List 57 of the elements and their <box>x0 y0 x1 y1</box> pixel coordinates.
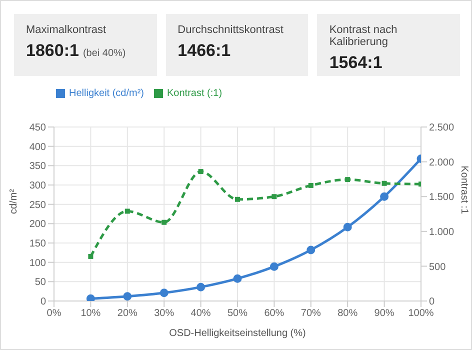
y2-tick-label: 2.000 <box>429 157 454 168</box>
point <box>270 262 278 271</box>
y2-tick-label: 500 <box>429 262 446 273</box>
y-tick-label: 50 <box>34 277 46 288</box>
category-label: Maximalkontrast <box>26 24 108 36</box>
x-tick-label: 10% <box>80 308 101 320</box>
y-tick-label: 400 <box>29 142 46 153</box>
x-tick-label: 0% <box>46 308 62 320</box>
y-tick-label: 150 <box>29 238 46 250</box>
y-tick-label: 200 <box>29 219 46 230</box>
y2-tick-label: 2.500 <box>429 122 454 134</box>
category-label: Kontrast nach Kalibrierung <box>329 24 398 48</box>
y2-tick-label: 1.000 <box>429 226 454 238</box>
y-tick-label: 0 <box>40 296 46 308</box>
text: 1564:1 <box>329 53 382 72</box>
y2-axis-title: Kontrast :1 <box>458 166 470 214</box>
point <box>306 246 316 254</box>
point <box>162 220 167 225</box>
x-tick-label: 40% <box>190 308 211 320</box>
point <box>124 208 130 214</box>
point <box>196 282 206 292</box>
point <box>308 182 314 188</box>
point <box>343 222 352 232</box>
y-tick-label: 450 <box>29 122 46 134</box>
point <box>86 294 95 301</box>
x-axis-title: OSD-Helligkeitseinstellung (%) <box>169 328 306 339</box>
y-tick-label: 100 <box>29 258 46 269</box>
point <box>123 292 132 301</box>
x-tick-label: 70% <box>300 308 322 320</box>
point <box>345 177 350 182</box>
text: 1860:1 <box>26 41 79 60</box>
x-tick-label: 50% <box>227 308 248 320</box>
y2-tick-label: 0 <box>429 296 435 308</box>
x-tick-label: 20% <box>117 308 138 320</box>
y-tick-label: 350 <box>29 161 46 172</box>
point <box>272 194 277 200</box>
x-tick-label: 100% <box>408 308 434 320</box>
text: (bei 40%) <box>82 48 126 59</box>
y2-tick-label: 1.500 <box>429 192 454 204</box>
point <box>235 196 240 202</box>
point <box>382 180 387 186</box>
x-tick-label: 30% <box>154 308 174 320</box>
x-tick-label: 80% <box>338 308 358 320</box>
x-tick-label: 90% <box>374 308 394 320</box>
point <box>380 192 389 201</box>
legend-label: Kontrast (:1) <box>167 88 222 99</box>
y-tick-label: 250 <box>29 200 46 211</box>
point <box>198 169 204 174</box>
category-label: Durchschnittskontrast <box>178 24 284 36</box>
y-axis-title: cd/m² <box>8 188 20 214</box>
text: 1466:1 <box>178 41 231 60</box>
y-tick-label: 300 <box>29 180 46 192</box>
point <box>160 288 168 298</box>
point <box>88 254 94 259</box>
point <box>233 274 242 283</box>
legend-label: Helligkeit (cd/m²) <box>69 88 144 99</box>
x-tick-label: 60% <box>264 308 284 320</box>
